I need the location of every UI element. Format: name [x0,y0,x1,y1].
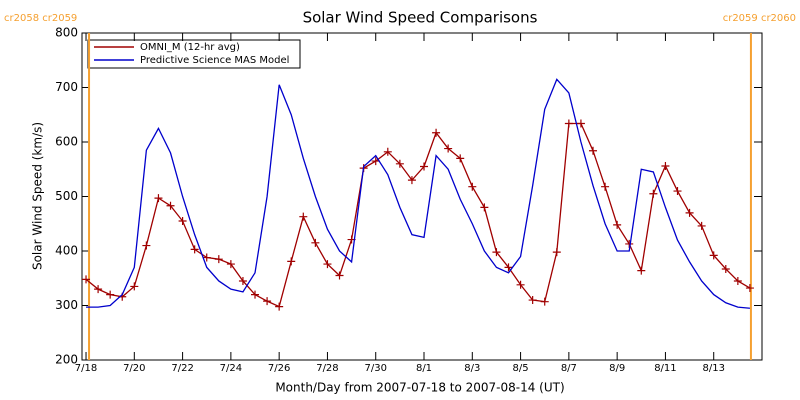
y-tick-label: 400 [55,244,78,258]
point-marker [468,182,477,191]
point-marker [214,255,223,264]
point-marker [504,263,513,272]
x-tick-label: 8/11 [654,363,676,374]
point-marker [395,159,404,168]
y-tick-label: 800 [55,26,78,40]
point-marker [82,275,91,284]
point-marker [226,260,235,269]
plot-frame [81,32,763,361]
x-tick-label: 8/13 [702,363,724,374]
x-tick-label: 8/3 [464,363,480,374]
point-marker [745,284,754,293]
annotation: cr2059 cr2060 [723,13,796,24]
x-tick-label: 8/9 [609,363,625,374]
x-tick-label: 8/1 [416,363,432,374]
point-marker [456,154,465,163]
point-marker [383,147,392,156]
point-marker [444,144,453,153]
y-tick-label: 600 [55,135,78,149]
point-marker [142,241,151,250]
point-marker [601,182,610,191]
annotation: cr2058 cr2059 [4,13,77,24]
point-marker [371,157,380,166]
point-marker [540,297,549,306]
y-tick-label: 200 [55,353,78,367]
x-tick-label: 7/26 [268,363,290,374]
point-marker [166,201,175,210]
point-marker [94,285,103,294]
point-marker [251,290,260,299]
x-tick-label: 7/30 [364,363,386,374]
point-marker [178,217,187,226]
point-marker [202,253,211,262]
point-marker [637,266,646,275]
point-marker [154,194,163,203]
x-tick-label: 8/5 [513,363,529,374]
point-marker [564,119,573,128]
point-marker [432,128,441,137]
point-marker [323,260,332,269]
point-marker [299,212,308,221]
series-line [86,78,750,309]
point-marker [697,221,706,230]
legend-label: OMNI_M (12-hr avg) [140,42,240,53]
point-marker [516,280,525,289]
y-tick-label: 300 [55,298,78,312]
point-marker [552,248,561,257]
point-marker [238,276,247,285]
series-line [85,122,751,308]
point-marker [407,176,416,185]
point-marker [420,162,429,171]
point-marker [576,119,585,128]
point-marker [492,248,501,257]
point-marker [190,245,199,254]
point-marker [263,297,272,306]
point-marker [311,238,320,247]
point-marker [130,282,139,291]
x-tick-label: 7/22 [171,363,193,374]
legend-box [87,39,301,69]
point-marker [589,146,598,155]
point-marker [528,296,537,305]
x-tick-label: 7/28 [316,363,338,374]
chart-title: Solar Wind Speed Comparisons [303,9,538,27]
point-marker [673,187,682,196]
y-tick-label: 700 [55,80,78,94]
y-tick-label: 500 [55,189,78,203]
point-marker [709,251,718,260]
legend-label: Predictive Science MAS Model [140,55,289,66]
point-marker [661,161,670,170]
x-tick-label: 8/7 [561,363,577,374]
point-marker [613,220,622,229]
x-tick-label: 7/18 [75,363,97,374]
point-marker [275,302,284,311]
point-marker [721,264,730,273]
point-marker [649,189,658,198]
point-marker [106,290,115,299]
point-marker [733,276,742,285]
y-axis-label: Solar Wind Speed (km/s) [31,122,45,270]
x-tick-label: 7/20 [123,363,145,374]
point-marker [480,203,489,212]
x-tick-label: 7/24 [220,363,242,374]
point-marker [335,271,344,280]
point-marker [685,208,694,217]
point-marker [287,257,296,266]
x-axis-label: Month/Day from 2007-07-18 to 2007-08-14 … [275,381,564,395]
